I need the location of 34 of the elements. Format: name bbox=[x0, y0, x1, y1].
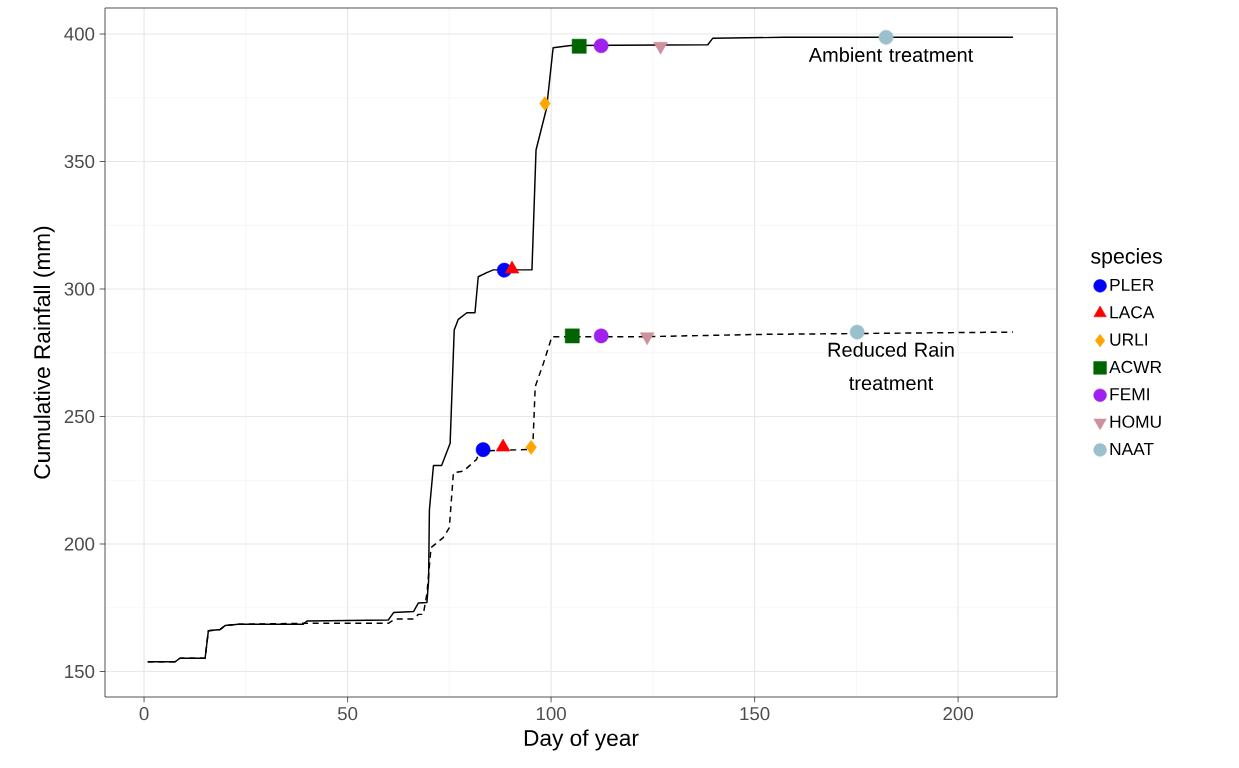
annotation: Ambient treatment bbox=[808, 47, 974, 63]
x-axis-title: Day of year bbox=[524, 729, 639, 751]
legend-label: PLER bbox=[1110, 278, 1154, 291]
y-tick-label: 150 bbox=[65, 664, 95, 679]
point bbox=[475, 442, 491, 457]
legend-label: ACWR bbox=[1109, 360, 1162, 374]
y-tick-label: 200 bbox=[64, 537, 95, 551]
legend-label: FEMI bbox=[1110, 388, 1149, 401]
legend-label: LACA bbox=[1110, 306, 1155, 319]
legend-label: NAAT bbox=[1110, 442, 1154, 455]
point bbox=[878, 29, 894, 45]
point bbox=[849, 324, 865, 340]
point bbox=[593, 328, 609, 344]
x-tick-label: 200 bbox=[943, 707, 973, 721]
point bbox=[539, 96, 551, 111]
x-tick-label: 100 bbox=[536, 707, 566, 721]
legend-title: species bbox=[1091, 248, 1162, 268]
y-tick-label: 300 bbox=[64, 282, 95, 296]
annotation: Reduced Rain treatment bbox=[828, 342, 954, 391]
x-tick-label: 50 bbox=[337, 707, 358, 721]
point bbox=[571, 38, 587, 54]
x-tick-label: 150 bbox=[740, 707, 770, 721]
x-tick-label: 0 bbox=[139, 707, 149, 721]
point bbox=[639, 332, 655, 345]
y-tick-label: 400 bbox=[64, 27, 95, 41]
y-tick-label: 250 bbox=[64, 409, 95, 424]
y-axis-title: Cumulative Rainfall (mm) bbox=[33, 226, 55, 479]
legend-label: HOMU bbox=[1110, 415, 1161, 428]
point bbox=[525, 440, 537, 455]
point bbox=[564, 328, 580, 344]
point bbox=[653, 41, 668, 55]
point bbox=[593, 38, 609, 54]
legend-label: URLI bbox=[1110, 333, 1147, 346]
y-tick-label: 350 bbox=[64, 154, 95, 169]
